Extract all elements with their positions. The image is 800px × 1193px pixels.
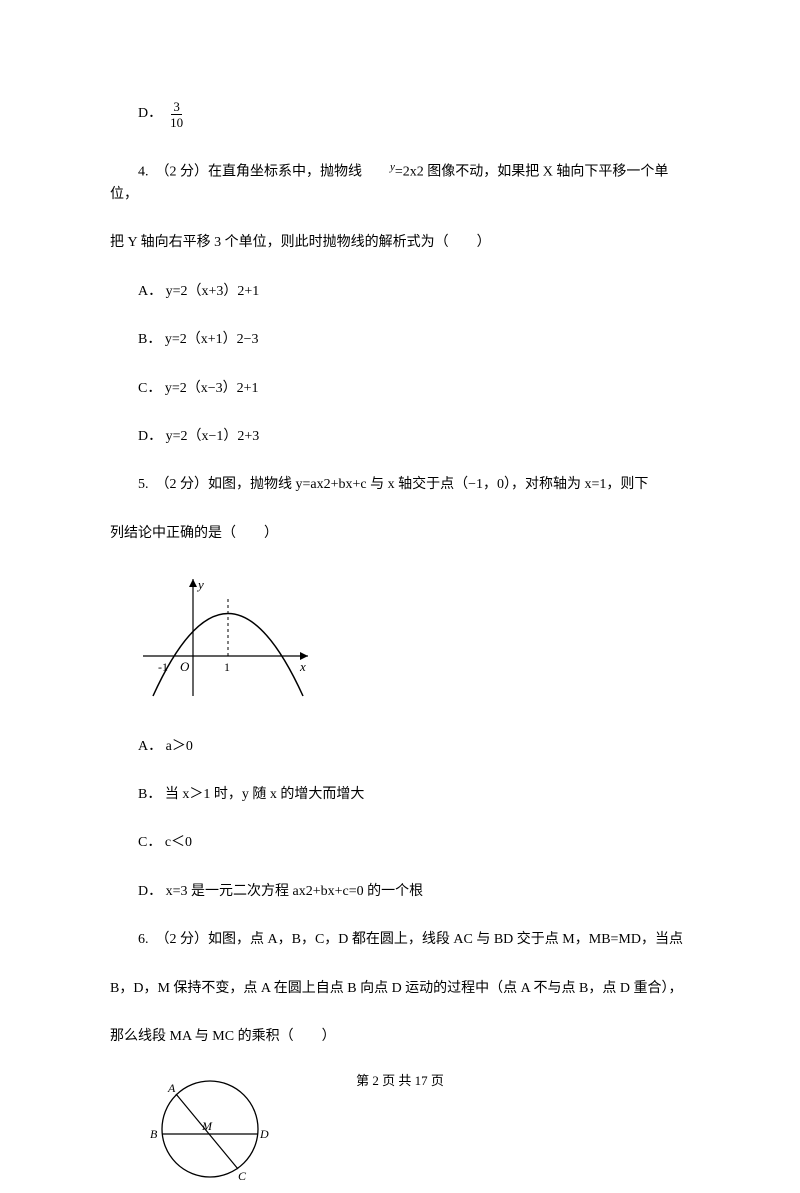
neg1-label: -1 — [158, 660, 168, 674]
parabola-svg: y x O -1 1 — [138, 571, 318, 701]
fraction-3-10: 3 10 — [170, 100, 183, 129]
q5-line1: 5. （2 分）如图，抛物线 y=ax2+bx+c 与 x 轴交于点（−1，0）… — [110, 474, 690, 496]
point-m-label: M — [201, 1119, 213, 1133]
inline-y-variable: y — [362, 159, 395, 177]
q5-option-d: D． x=3 是一元二次方程 ax2+bx+c=0 的一个根 — [110, 881, 690, 903]
q4-option-b: B． y=2（x+1）2−3 — [110, 329, 690, 351]
q4-line2: 把 Y 轴向右平移 3 个单位，则此时抛物线的解析式为（ ） — [110, 232, 690, 254]
y-axis-label: y — [196, 577, 204, 592]
point-c-label: C — [238, 1169, 247, 1183]
q6-line3: 那么线段 MA 与 MC 的乘积（ ） — [110, 1026, 690, 1048]
option-label: D． — [138, 103, 162, 125]
q4-option-d: D． y=2（x−1）2+3 — [110, 426, 690, 448]
q5-option-a: A． a＞0 — [110, 736, 690, 758]
parabola-figure: y x O -1 1 — [138, 571, 690, 709]
q4-line1: 4. （2 分）在直角坐标系中，抛物线y=2x2 图像不动，如果把 X 轴向下平… — [110, 159, 690, 206]
q5-option-b: B． 当 x＞1 时，y 随 x 的增大而增大 — [110, 784, 690, 806]
point-d-label: D — [259, 1127, 269, 1141]
q4-option-c: C． y=2（x−3）2+1 — [110, 378, 690, 400]
circle-figure: A B C D M — [138, 1074, 690, 1192]
origin-label: O — [180, 659, 190, 674]
q4-option-a: A． y=2（x+3）2+1 — [110, 281, 690, 303]
page-footer: 第 2 页 共 17 页 — [0, 1071, 800, 1092]
q6-line2: B，D，M 保持不变，点 A 在圆上自点 B 向点 D 运动的过程中（点 A 不… — [110, 978, 690, 1000]
q6-line1: 6. （2 分）如图，点 A，B，C，D 都在圆上，线段 AC 与 BD 交于点… — [110, 929, 690, 951]
q5-option-c: C． c＜0 — [110, 832, 690, 854]
x-axis-label: x — [299, 659, 306, 674]
q3-option-d: D． 3 10 — [110, 100, 690, 129]
q5-line2: 列结论中正确的是（ ） — [110, 523, 690, 545]
pos1-label: 1 — [224, 660, 230, 674]
point-b-label: B — [150, 1127, 158, 1141]
